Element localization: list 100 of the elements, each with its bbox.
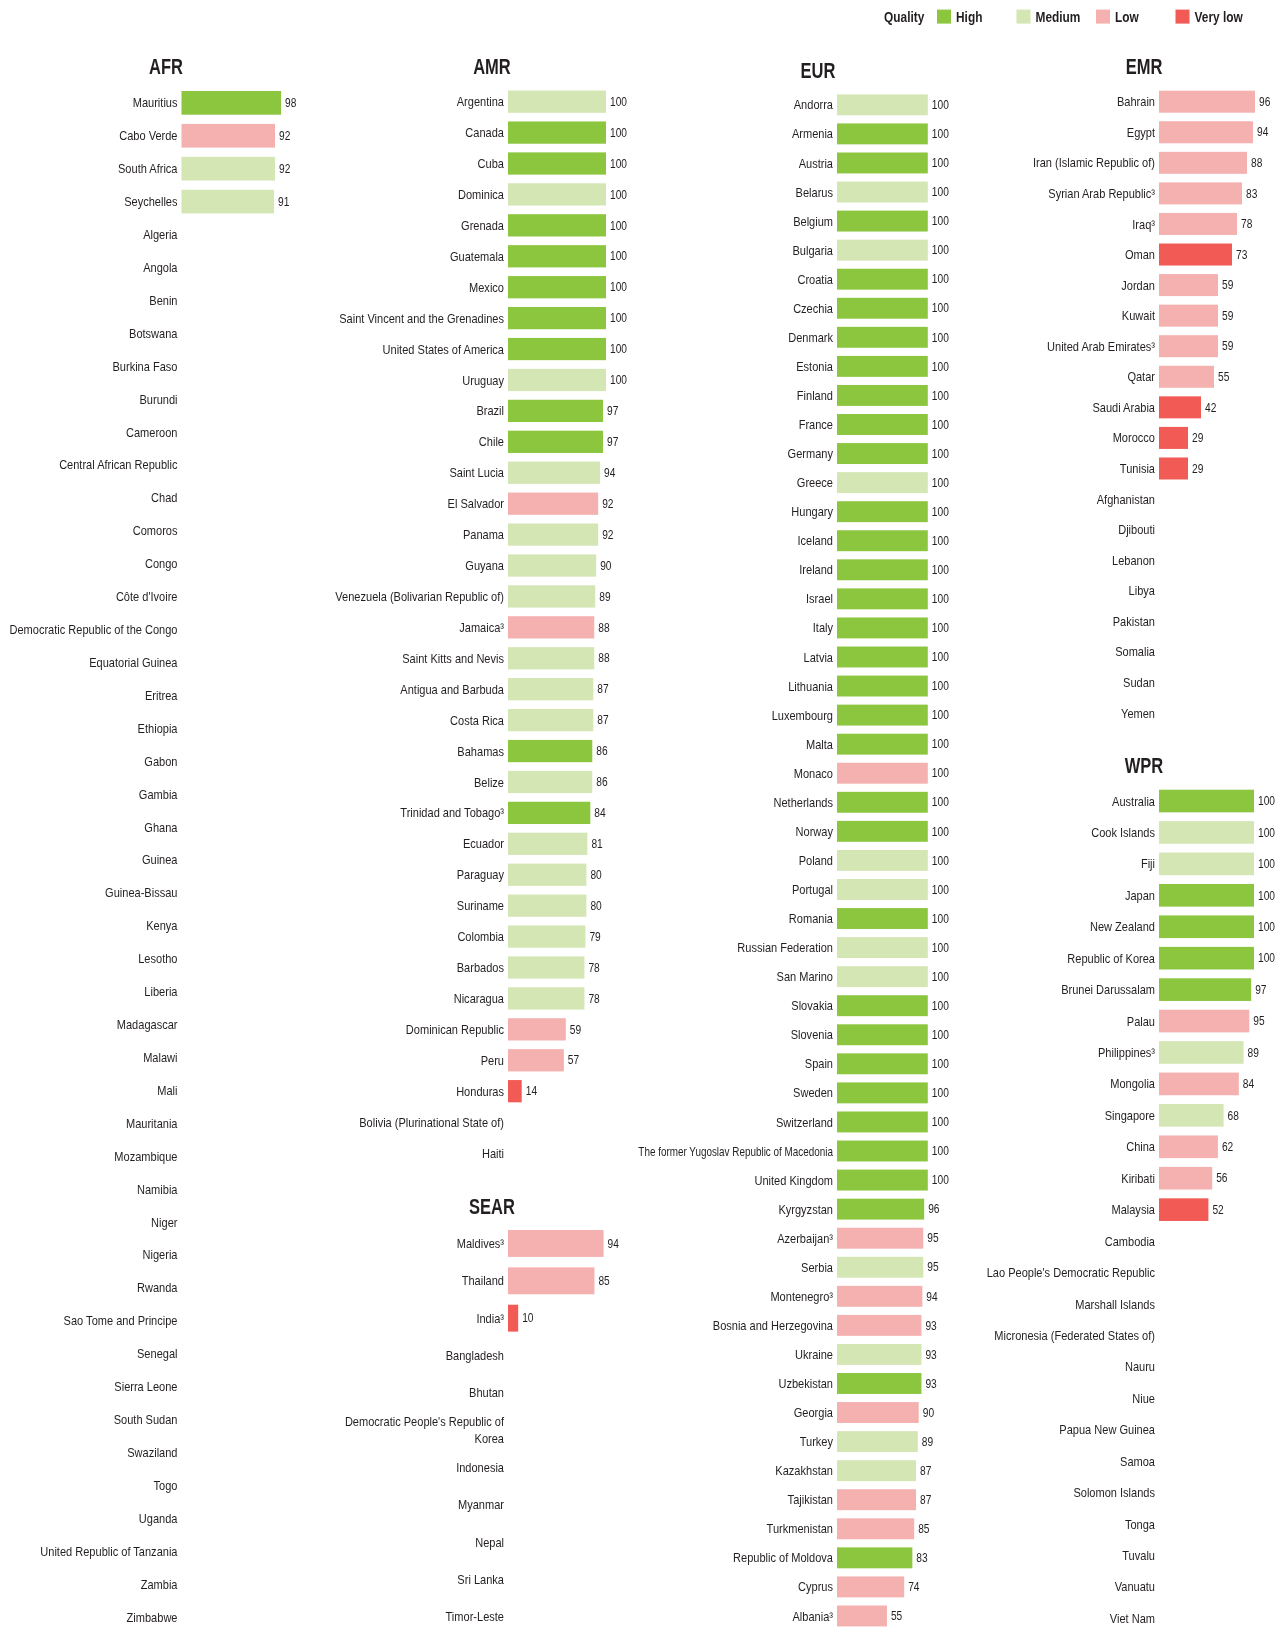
data-label: 94 xyxy=(607,1236,619,1250)
bar xyxy=(1159,396,1201,419)
bar xyxy=(508,245,606,268)
y-tick-label: Monaco xyxy=(793,765,834,781)
bar xyxy=(837,152,928,174)
y-tick-label: Cook Islands xyxy=(1091,825,1155,841)
y-tick-label: Ireland xyxy=(799,562,833,578)
bar xyxy=(508,863,587,886)
y-tick-label: Lebanon xyxy=(1112,552,1155,568)
bar xyxy=(508,925,586,948)
y-tick-label: Trinidad and Tobago³ xyxy=(400,805,504,821)
data-label: 83 xyxy=(1246,186,1258,200)
bar xyxy=(837,326,928,348)
data-label: 100 xyxy=(931,272,949,286)
bar xyxy=(1159,335,1218,358)
y-tick-label: Belgium xyxy=(793,213,833,229)
y-tick-label: Senegal xyxy=(137,1346,178,1362)
data-label: 87 xyxy=(597,682,609,696)
data-label: 100 xyxy=(931,476,949,489)
y-tick-label: Bolivia (Plurinational State of) xyxy=(359,1114,504,1130)
legend-label: Medium xyxy=(1035,8,1081,25)
data-label: 97 xyxy=(607,404,619,418)
data-label: 95 xyxy=(927,1260,939,1274)
y-tick-label: Democratic Republic of the Congo xyxy=(9,622,178,638)
y-tick-label: Bahrain xyxy=(1116,94,1155,110)
y-tick-label: Angola xyxy=(143,260,178,276)
y-tick-label: Viet Nam xyxy=(1109,1610,1155,1627)
bar xyxy=(508,832,588,855)
data-label: 86 xyxy=(596,775,608,789)
y-tick-label: South Africa xyxy=(117,161,178,177)
y-tick-label: Chile xyxy=(478,434,505,450)
y-tick-label: Cambodia xyxy=(1104,1233,1156,1249)
y-tick-label: Malaysia xyxy=(1111,1202,1156,1218)
y-tick-label: Zambia xyxy=(140,1576,178,1592)
data-label: 94 xyxy=(604,466,616,480)
y-tick-label: China xyxy=(1126,1139,1156,1155)
bar xyxy=(837,1024,928,1046)
y-tick-label: Morocco xyxy=(1112,430,1156,446)
bar xyxy=(837,733,928,755)
data-label: 100 xyxy=(931,446,949,460)
y-tick-label: Lesotho xyxy=(138,951,178,967)
data-label: 85 xyxy=(918,1522,930,1536)
bar xyxy=(1159,365,1214,388)
y-tick-label: Mexico xyxy=(469,279,505,295)
y-tick-label: Costa Rica xyxy=(450,712,505,728)
y-tick-label: Bhutan xyxy=(469,1385,504,1401)
y-tick-label: Afghanistan xyxy=(1096,491,1155,507)
y-tick-label: Benin xyxy=(149,293,178,309)
y-tick-label: Israel xyxy=(806,591,833,607)
data-label: 81 xyxy=(591,837,603,851)
y-tick-label: Iran (Islamic Republic of) xyxy=(1032,155,1155,171)
y-tick-label: Vanuatu xyxy=(1114,1579,1155,1595)
y-tick-label: Lithuania xyxy=(788,678,834,694)
data-label: 100 xyxy=(1258,825,1275,839)
y-tick-label: Guyana xyxy=(465,558,505,574)
y-tick-label: Peru xyxy=(480,1052,504,1069)
y-tick-label: Saint Lucia xyxy=(449,465,505,481)
y-tick-label: Tajikistan xyxy=(787,1492,833,1508)
y-tick-label: Burkina Faso xyxy=(112,358,178,374)
data-label: 56 xyxy=(1216,1171,1228,1185)
y-tick-label: Grenada xyxy=(461,218,505,234)
y-tick-label: Rwanda xyxy=(137,1280,178,1296)
bar xyxy=(837,791,928,813)
bar xyxy=(837,1285,923,1307)
bar xyxy=(1159,274,1218,297)
data-label: 80 xyxy=(590,899,602,913)
y-tick-label: Marshall Islands xyxy=(1075,1296,1155,1312)
data-label: 88 xyxy=(1251,156,1263,170)
y-tick-label: Yemen xyxy=(1121,705,1155,721)
data-label: 100 xyxy=(931,1144,949,1158)
bar xyxy=(837,501,928,523)
data-label: 62 xyxy=(1221,1140,1234,1154)
y-tick-label: Myanmar xyxy=(458,1497,504,1513)
y-tick-label: Nicaragua xyxy=(453,991,505,1007)
legend-label: Low xyxy=(1115,8,1140,25)
bar xyxy=(837,1518,915,1540)
y-tick-label: Turkey xyxy=(799,1434,833,1450)
y-tick-label: Bahamas xyxy=(457,743,504,759)
bar xyxy=(508,306,606,330)
data-label: 93 xyxy=(925,1318,937,1332)
data-label: 100 xyxy=(610,187,627,201)
y-tick-label: United Kingdom xyxy=(754,1172,833,1188)
data-label: 84 xyxy=(1242,1077,1255,1091)
bar xyxy=(1159,90,1255,113)
bar xyxy=(508,368,606,392)
data-label: 59 xyxy=(1222,339,1234,353)
y-tick-label: Ecuador xyxy=(462,836,504,852)
y-tick-label: Germany xyxy=(787,446,833,462)
y-tick-label: El Salvador xyxy=(447,496,504,512)
bar xyxy=(837,908,928,929)
legend-label: Very low xyxy=(1194,8,1244,25)
bar xyxy=(1159,915,1254,939)
bar xyxy=(837,1576,905,1598)
data-label: 88 xyxy=(598,620,610,634)
bar xyxy=(1159,457,1188,480)
y-tick-label: Solomon Islands xyxy=(1073,1485,1155,1501)
chart-title: AMR xyxy=(473,53,511,79)
bar xyxy=(1159,821,1254,844)
data-label: 100 xyxy=(610,311,627,325)
data-label: 100 xyxy=(931,999,949,1013)
